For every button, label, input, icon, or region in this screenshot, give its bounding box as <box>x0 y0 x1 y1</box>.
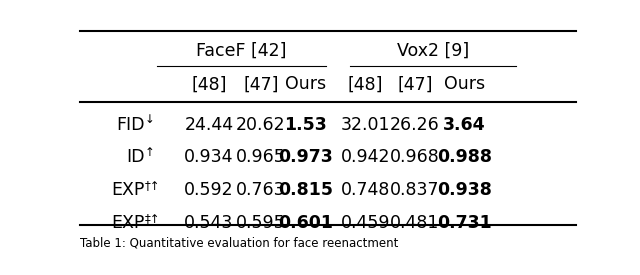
Text: 0.968: 0.968 <box>390 148 440 166</box>
Text: 0.459: 0.459 <box>340 214 390 232</box>
Text: 0.481: 0.481 <box>390 214 440 232</box>
Text: 26.26: 26.26 <box>390 116 440 134</box>
Text: Ours: Ours <box>444 75 485 93</box>
Text: [47]: [47] <box>397 75 433 93</box>
Text: 0.815: 0.815 <box>278 181 333 199</box>
Text: Table 1: Quantitative evaluation for face reenactment: Table 1: Quantitative evaluation for fac… <box>80 236 398 249</box>
Text: 24.44: 24.44 <box>184 116 234 134</box>
Text: 0.837: 0.837 <box>390 181 440 199</box>
Text: FID: FID <box>116 116 145 134</box>
Text: 0.934: 0.934 <box>184 148 234 166</box>
Text: [47]: [47] <box>243 75 279 93</box>
Text: EXP: EXP <box>111 214 145 232</box>
Text: 20.62: 20.62 <box>236 116 286 134</box>
Text: 0.731: 0.731 <box>437 214 492 232</box>
Text: Ours: Ours <box>285 75 326 93</box>
Text: 0.601: 0.601 <box>278 214 333 232</box>
Text: 0.592: 0.592 <box>184 181 234 199</box>
Text: 0.748: 0.748 <box>340 181 390 199</box>
Text: FaceF [42]: FaceF [42] <box>196 42 287 59</box>
Text: EXP: EXP <box>111 181 145 199</box>
Text: ‡↑: ‡↑ <box>145 212 160 225</box>
Text: 1.53: 1.53 <box>284 116 327 134</box>
Text: Vox2 [9]: Vox2 [9] <box>397 42 470 59</box>
Text: 32.01: 32.01 <box>340 116 390 134</box>
Text: ID: ID <box>126 148 145 166</box>
Text: †↑: †↑ <box>145 179 160 192</box>
Text: 0.938: 0.938 <box>437 181 492 199</box>
Text: ↓: ↓ <box>145 114 154 126</box>
Text: [48]: [48] <box>348 75 383 93</box>
Text: 0.543: 0.543 <box>184 214 234 232</box>
Text: [48]: [48] <box>191 75 227 93</box>
Text: 0.988: 0.988 <box>437 148 492 166</box>
Text: 0.595: 0.595 <box>236 214 286 232</box>
Text: 3.64: 3.64 <box>443 116 486 134</box>
Text: 0.942: 0.942 <box>340 148 390 166</box>
Text: ↑: ↑ <box>145 146 154 159</box>
Text: 0.973: 0.973 <box>278 148 333 166</box>
Text: 0.965: 0.965 <box>236 148 286 166</box>
Text: 0.763: 0.763 <box>236 181 286 199</box>
